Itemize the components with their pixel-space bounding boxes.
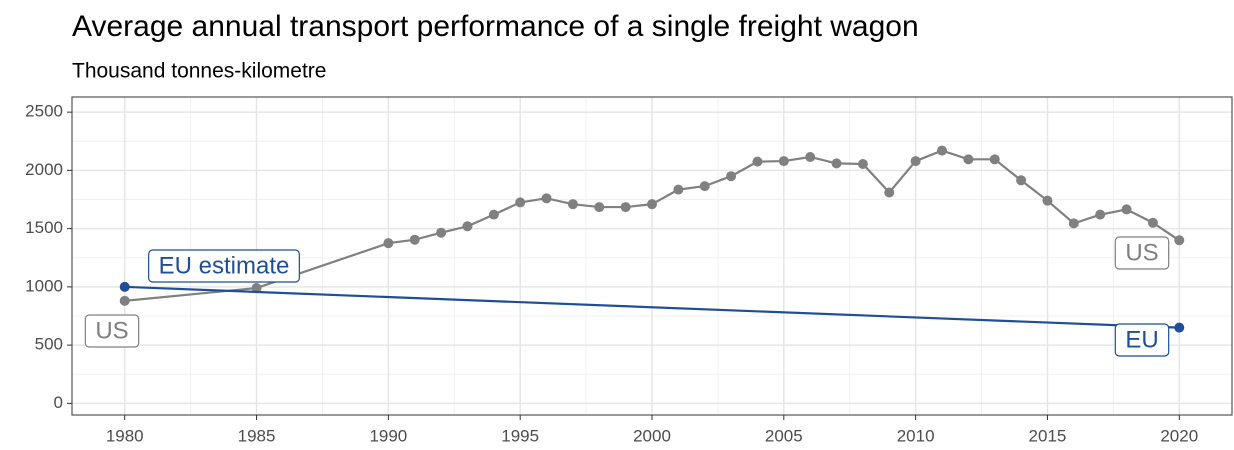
point: [857, 158, 868, 169]
x-tick-label: 1995: [501, 426, 539, 445]
y-tick-label: 2500: [25, 102, 63, 121]
label-box: [1114, 236, 1170, 270]
x-tick-label: 1985: [238, 426, 276, 445]
label-box: [148, 249, 300, 283]
point: [778, 156, 789, 167]
label-text: US: [1125, 239, 1158, 266]
point: [726, 171, 737, 182]
label-box: [1114, 323, 1170, 357]
point: [1016, 175, 1027, 186]
point: [1121, 204, 1132, 215]
point: [383, 238, 394, 249]
line: [124, 285, 1180, 329]
label: US: [1114, 236, 1170, 270]
point: [409, 234, 420, 245]
x-tick-label: 2015: [1029, 426, 1067, 445]
point: [1174, 235, 1185, 246]
x-tick-label: 1990: [369, 426, 407, 445]
y-tick-label: 1000: [25, 276, 63, 295]
label-text: EU: [1125, 326, 1158, 353]
point: [831, 158, 842, 169]
point: [1095, 209, 1106, 220]
point: [647, 199, 657, 210]
point: [567, 199, 578, 210]
label: US: [84, 314, 140, 348]
point: [119, 281, 130, 292]
point: [937, 145, 947, 156]
x-tick-label: 2005: [765, 426, 803, 445]
label-box: [84, 314, 140, 348]
point: [541, 193, 552, 204]
x-tick-label: 2010: [897, 426, 935, 445]
point: [673, 184, 684, 195]
label-text: US: [95, 317, 128, 344]
label: EU: [1114, 323, 1170, 357]
point: [989, 154, 1000, 165]
point: [594, 202, 605, 213]
point: [462, 221, 473, 232]
point: [436, 227, 447, 238]
point: [620, 202, 631, 213]
y-tick-label: 2000: [25, 160, 63, 179]
point: [805, 151, 816, 162]
chart-subtitle: Thousand tonnes-kilometre: [72, 60, 326, 83]
point: [1147, 217, 1158, 228]
point: [910, 156, 921, 167]
point: [488, 209, 499, 220]
plot-border: [71, 96, 1233, 416]
point: [884, 187, 895, 198]
chart-title: Average annual transport performance of …: [72, 10, 919, 43]
x-tick-label: 2020: [1160, 426, 1198, 445]
point: [1174, 322, 1185, 333]
point: [1042, 195, 1053, 206]
point: [1068, 218, 1079, 229]
point: [752, 156, 763, 167]
x-tick-label: 2000: [633, 426, 671, 445]
point: [515, 197, 526, 208]
x-tick-label: 1980: [106, 426, 144, 445]
label: EU estimate: [148, 249, 300, 283]
point: [699, 181, 710, 192]
point: [251, 283, 262, 294]
y-tick-label: 0: [54, 393, 63, 412]
label-text: EU estimate: [159, 252, 290, 279]
point: [963, 154, 974, 165]
y-tick-label: 500: [35, 335, 63, 354]
y-tick-label: 1500: [25, 218, 63, 237]
point: [119, 295, 130, 306]
